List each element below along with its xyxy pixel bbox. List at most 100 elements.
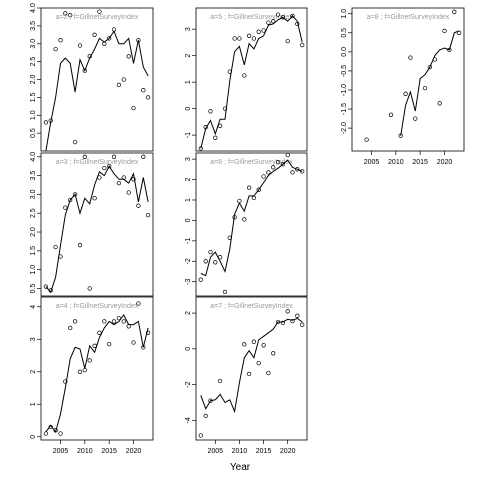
observed-point — [68, 13, 73, 18]
x-tick-label: 2015 — [412, 159, 428, 166]
observed-point — [442, 28, 447, 34]
plot-frame — [40, 296, 154, 441]
observed-point — [92, 32, 97, 37]
observed-point — [203, 413, 208, 419]
observed-point — [141, 154, 146, 159]
observed-point — [97, 9, 102, 14]
observed-point — [271, 165, 276, 170]
panel-6: a=4 ; f=GillnetSurveyIndex 0 1 2 3 4 2005 2010 2… — [30, 296, 154, 455]
observed-point — [126, 190, 131, 195]
observed-point — [251, 36, 257, 41]
observed-point — [261, 174, 266, 179]
x-tick-label: 2005 — [53, 448, 69, 455]
observed-point — [246, 33, 252, 38]
observed-point — [437, 101, 442, 106]
observed-point — [53, 244, 58, 250]
y-tick-label: 2.5 — [30, 57, 37, 67]
panel-title: a=4 ; f=GillnetSurveyIndex — [56, 303, 139, 310]
observed-point — [271, 19, 276, 24]
y-tick-label: 4.0 — [30, 3, 37, 13]
x-tick-label: 2015 — [101, 448, 117, 455]
observed-point — [452, 9, 457, 14]
x-tick-label: 2005 — [208, 448, 224, 455]
observed-point — [58, 431, 63, 436]
plot-frame — [195, 152, 308, 297]
observed-point — [145, 330, 151, 335]
x-axis-title: Year — [230, 462, 251, 473]
observed-point — [280, 320, 286, 326]
plot-frame — [351, 7, 465, 152]
y-tick-label: 0.5 — [30, 284, 37, 294]
observed-point — [102, 165, 107, 171]
x-tick-label: 2010 — [388, 159, 404, 166]
y-tick-label: 1.0 — [341, 9, 348, 19]
x-tick-label: 2010 — [232, 448, 248, 455]
observed-point — [256, 187, 261, 192]
y-tick-label: 4.0 — [30, 152, 37, 162]
observed-point — [246, 185, 252, 190]
y-tick-label: 3.5 — [30, 171, 37, 181]
observed-point — [72, 139, 78, 145]
y-tick-label: -1.5 — [341, 103, 348, 115]
panel-5: a=6 ; f=GillnetSurveyIndex -3 -2 -1 0 1 2 3 — [185, 152, 308, 297]
y-tick-label: 3 — [185, 157, 192, 161]
y-tick-label: 0 — [30, 435, 37, 439]
y-tick-label: 3 — [185, 27, 192, 31]
panel-title: a=8 ; f=GillnetSurveyIndex — [367, 14, 450, 21]
y-tick-label: 2 — [30, 370, 37, 374]
panel-2: a=5 ; f=GillnetSurveyIndex -1 0 1 2 3 — [185, 7, 308, 152]
observed-point — [266, 20, 271, 25]
x-tick-label: 2015 — [256, 448, 272, 455]
observed-point — [116, 82, 122, 88]
observed-point — [198, 277, 203, 282]
observed-point — [97, 330, 102, 335]
y-tick-label: 0.0 — [341, 47, 348, 57]
y-tick-label: 3 — [30, 337, 37, 341]
observed-point — [121, 77, 126, 82]
y-tick-label: 1 — [185, 198, 192, 202]
y-tick-label: 1.0 — [30, 265, 37, 275]
observed-point — [246, 371, 252, 377]
y-tick-label: 1.5 — [30, 246, 37, 256]
fitted-line — [45, 165, 149, 294]
observed-point — [58, 38, 63, 43]
observed-point — [92, 196, 97, 201]
observed-point — [266, 370, 271, 376]
observed-point — [403, 91, 408, 96]
observed-point — [251, 195, 257, 201]
observed-point — [427, 64, 433, 70]
fitted-line — [45, 313, 149, 434]
observed-point — [82, 154, 87, 159]
observed-point — [145, 95, 151, 100]
observed-point — [217, 378, 223, 384]
observed-point — [63, 11, 68, 16]
observed-point — [82, 367, 87, 373]
fitted-line — [45, 30, 149, 152]
observed-point — [198, 433, 203, 438]
y-tick-label: 1 — [185, 80, 192, 84]
y-tick-label: -0.5 — [341, 65, 348, 77]
observed-point — [290, 170, 295, 175]
x-tick-label: 2020 — [126, 448, 142, 455]
observed-point — [285, 152, 290, 158]
y-tick-label: 1.0 — [30, 110, 37, 120]
observed-point — [300, 322, 305, 327]
observed-point — [116, 180, 122, 186]
observed-point — [213, 135, 218, 140]
observed-point — [107, 164, 112, 169]
y-tick-label: 0 — [185, 218, 192, 222]
y-tick-label: 2.0 — [30, 227, 37, 237]
observed-point — [295, 313, 300, 318]
observed-point — [87, 358, 92, 363]
observed-point — [213, 260, 218, 265]
observed-point — [43, 284, 49, 289]
observed-point — [136, 301, 141, 306]
observed-point — [285, 38, 290, 44]
observed-point — [251, 339, 257, 344]
observed-point — [136, 203, 141, 208]
observed-point — [256, 360, 261, 366]
observed-point — [43, 431, 49, 436]
observed-point — [141, 88, 146, 93]
observed-point — [43, 120, 49, 125]
y-tick-label: 3.0 — [30, 39, 37, 49]
